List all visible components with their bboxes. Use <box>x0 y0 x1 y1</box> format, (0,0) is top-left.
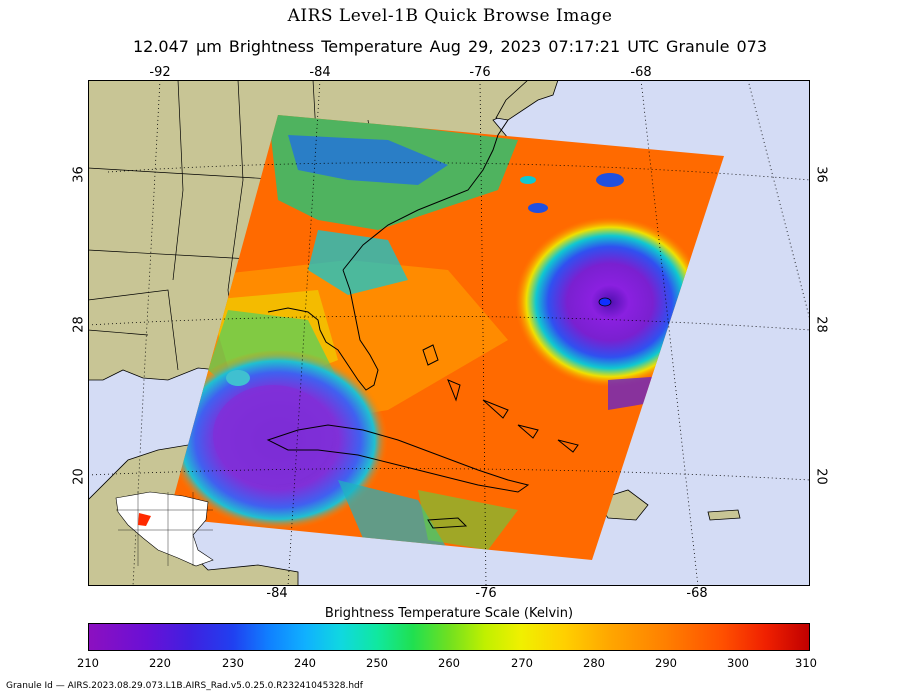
inset-globe-land <box>115 491 214 567</box>
granule-id: Granule Id — AIRS.2023.08.29.073.L1B.AIR… <box>6 681 363 691</box>
caribbean-convection-green <box>418 490 518 550</box>
colorbar-label: 290 <box>655 656 677 670</box>
graticule <box>88 80 810 586</box>
left-lat-label: 20 <box>71 468 87 485</box>
right-lat-label: 20 <box>813 468 829 485</box>
map-panel <box>88 80 810 586</box>
top-lon-label: -92 <box>149 65 171 80</box>
colorbar-title: Brightness Temperature Scale (Kelvin) <box>324 606 574 621</box>
cuba-coast <box>266 424 530 493</box>
coastlines <box>266 119 579 529</box>
east-coast <box>342 119 509 271</box>
right-lat-label: 36 <box>813 166 829 183</box>
top-lon-label: -84 <box>309 65 331 80</box>
florida-coast <box>267 269 379 391</box>
colorbar-label: 250 <box>366 656 388 670</box>
left-lat-label: 36 <box>71 166 87 183</box>
cloud-spot <box>596 173 624 187</box>
caribbean-convection <box>338 480 448 550</box>
colorbar-label: 300 <box>727 656 749 670</box>
colorbar <box>88 623 810 651</box>
colorbar-label: 210 <box>77 656 99 670</box>
left-lat-label: 28 <box>71 316 87 333</box>
bottom-lon-label: -68 <box>686 586 708 601</box>
bottom-lon-label: -84 <box>266 586 288 601</box>
bottom-lon-label: -76 <box>475 586 497 601</box>
bahamas-islands <box>422 344 579 453</box>
cloud-spot <box>520 176 536 184</box>
location-inset <box>115 491 214 567</box>
colorbar-label: 240 <box>294 656 316 670</box>
map-frame <box>88 80 810 586</box>
colorbar-label: 280 <box>583 656 605 670</box>
top-lon-label: -68 <box>630 65 652 80</box>
colorbar-label: 220 <box>149 656 171 670</box>
swath-cloud-blue <box>288 135 448 185</box>
inset-graticule <box>116 492 213 566</box>
chart-title: AIRS Level-1B Quick Browse Image <box>287 6 613 26</box>
hurricane-eye <box>598 297 612 307</box>
cloud-spot <box>226 370 250 386</box>
puerto-rico-land <box>707 509 741 521</box>
right-lat-label: 28 <box>813 316 829 333</box>
airs-swath <box>168 115 724 560</box>
colorbar-label: 310 <box>795 656 817 670</box>
northeast-coast-land <box>495 80 559 121</box>
colorbar-label: 260 <box>438 656 460 670</box>
colorbar-label: 230 <box>222 656 244 670</box>
top-lon-label: -76 <box>469 65 491 80</box>
gulf-storm-core <box>213 385 333 485</box>
colorbar-label: 270 <box>511 656 533 670</box>
cloud-spot <box>528 203 548 213</box>
swath-cloud-cyan <box>308 230 408 295</box>
inset-location-marker <box>138 513 151 526</box>
chart-subtitle: 12.047 μm Brightness Temperature Aug 29,… <box>132 37 768 56</box>
jamaica-coast <box>427 517 468 529</box>
